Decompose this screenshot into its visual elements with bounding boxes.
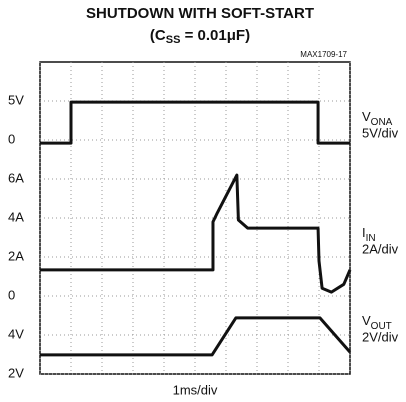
subtitle-part: = 0.01μF) [180,27,250,44]
y-tick-label: 5V [8,92,24,107]
series-scale: 5V/div [362,125,399,140]
series-label-sub: IN [366,233,376,244]
y-tick-label: 2V [8,365,24,380]
series-scale: 2A/div [362,241,399,256]
y-tick-label: 0 [8,131,15,146]
y-tick-label: 6A [8,170,24,185]
y-tick-label: 2A [8,248,24,263]
series-label-main: V [362,313,371,328]
chart-title: SHUTDOWN WITH SOFT-START [86,5,314,22]
series-label: VOUT [362,313,392,331]
series-label: IIN [362,225,376,243]
y-tick-label: 0 [8,287,15,302]
series-label-sub: OUT [371,321,392,332]
trace [40,173,352,294]
figure-id: MAX1709-17 [300,50,347,59]
chart-subtitle: (CSS = 0.01μF) [150,27,250,46]
series-label-sub: ONA [371,117,393,128]
series-scale: 2V/div [362,329,399,344]
subtitle-subscript: SS [166,34,181,46]
series-label: VONA [362,109,393,127]
y-tick-label: 4A [8,209,24,224]
trace [40,316,352,357]
x-axis-label: 1ms/div [173,382,218,397]
series-label-main: I [362,225,366,240]
series-label-main: V [362,109,371,124]
subtitle-part: (C [150,27,166,44]
trace [40,100,350,145]
y-tick-label: 4V [8,326,24,341]
